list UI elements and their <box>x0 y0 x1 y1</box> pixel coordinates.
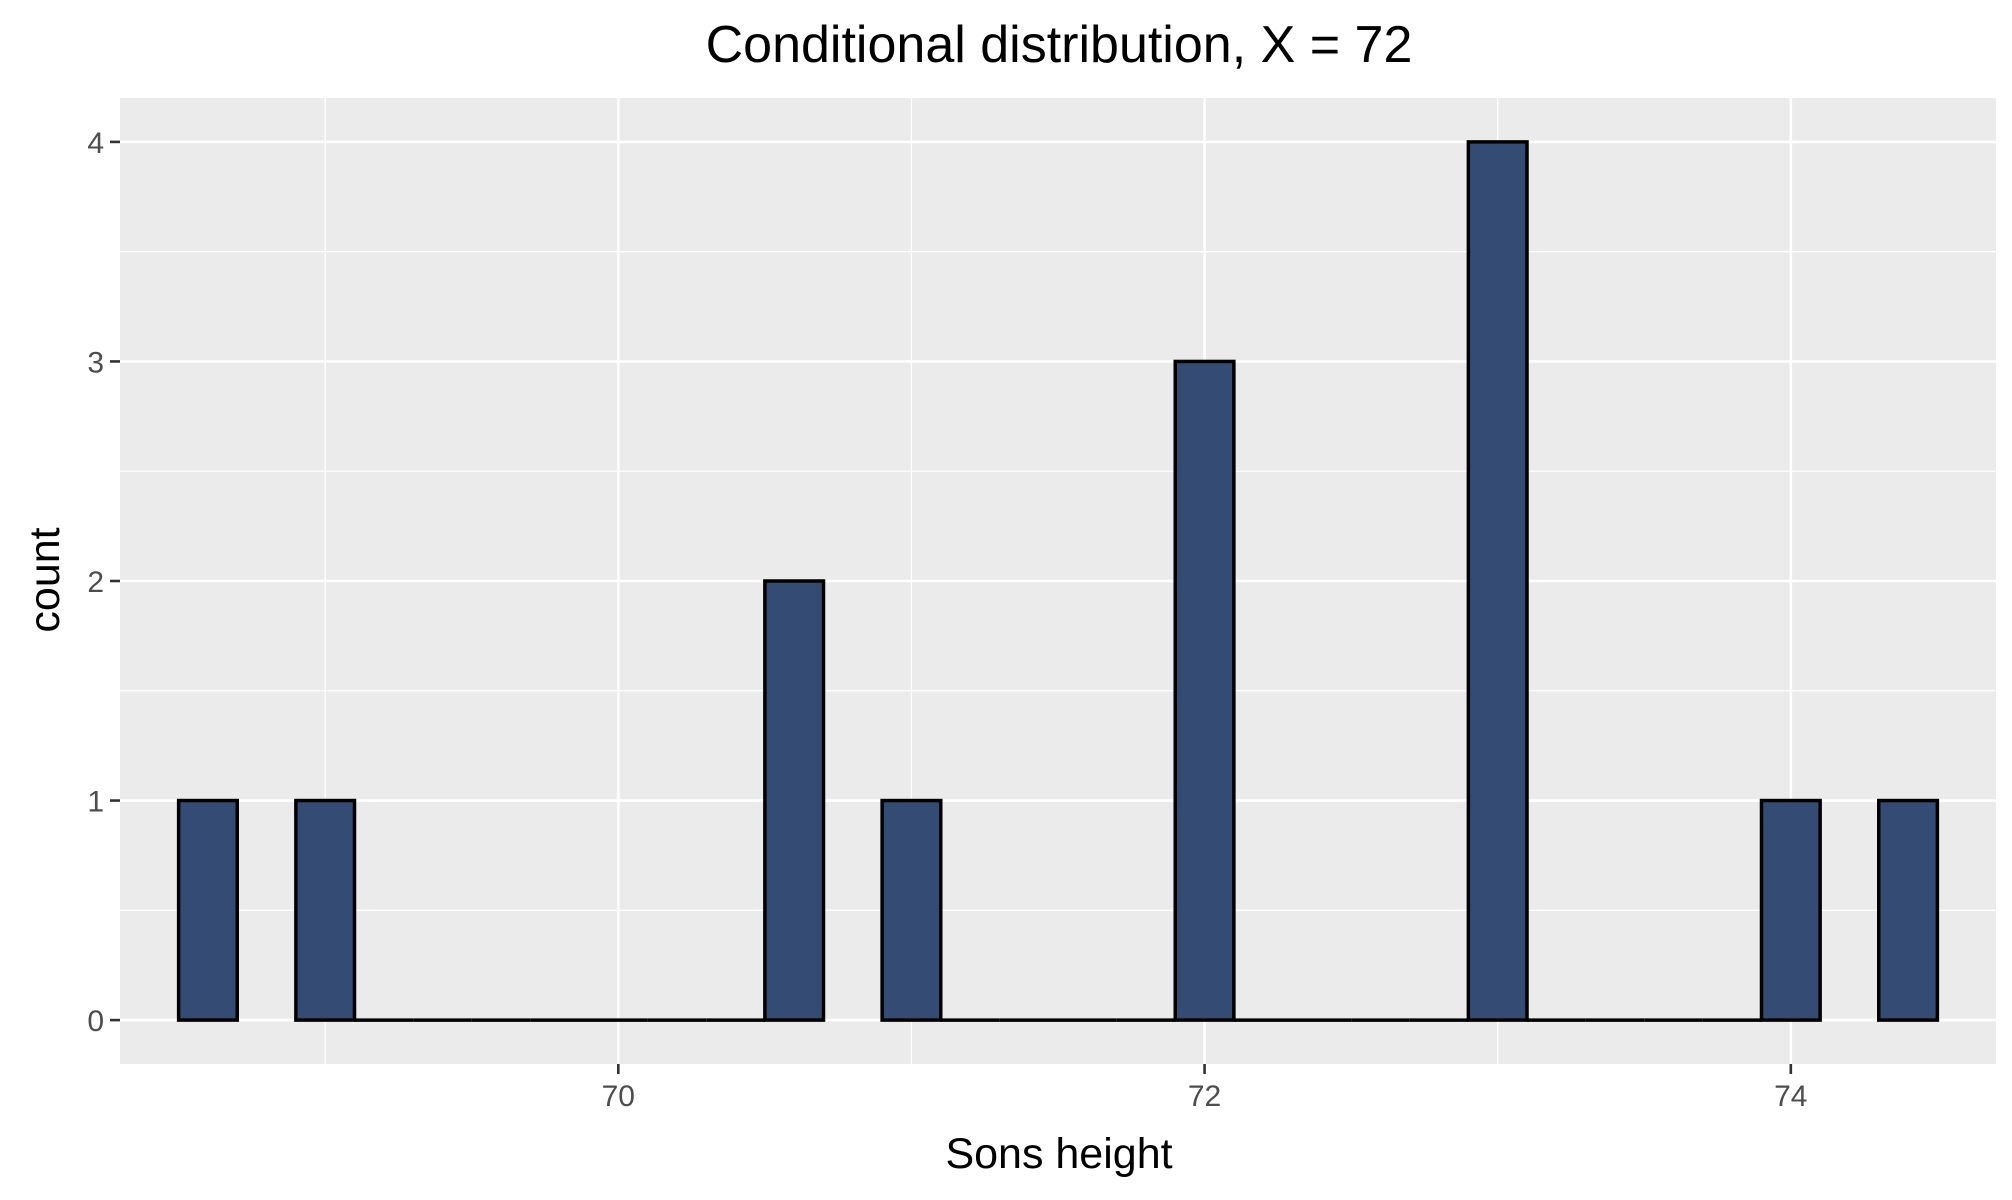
histogram-bar <box>763 579 826 1022</box>
y-tick-label: 4 <box>87 127 104 160</box>
y-tick-label: 3 <box>87 346 104 379</box>
y-axis: 0 1 2 3 4 <box>87 127 120 1038</box>
histogram-bar <box>880 798 943 1022</box>
y-tick-label: 2 <box>87 566 104 599</box>
x-tick-label: 74 <box>1774 1080 1807 1113</box>
histogram-bars <box>176 140 1940 1022</box>
x-tick-label: 72 <box>1188 1080 1221 1113</box>
x-axis: 70 72 74 <box>602 1064 1808 1113</box>
histogram-bar <box>1173 359 1236 1022</box>
y-tick-label: 0 <box>87 1005 104 1038</box>
x-axis-title: Sons height <box>945 1130 1172 1178</box>
histogram-bar <box>1466 140 1529 1022</box>
histogram-bar <box>176 798 239 1022</box>
chart-title: Conditional distribution, X = 72 <box>706 16 1413 74</box>
x-tick-label: 70 <box>602 1080 635 1113</box>
y-tick-label: 1 <box>87 786 104 819</box>
histogram-bar <box>1877 798 1940 1022</box>
y-axis-title: count <box>21 527 69 632</box>
histogram-bar <box>294 798 357 1022</box>
histogram-bar <box>1759 798 1822 1022</box>
